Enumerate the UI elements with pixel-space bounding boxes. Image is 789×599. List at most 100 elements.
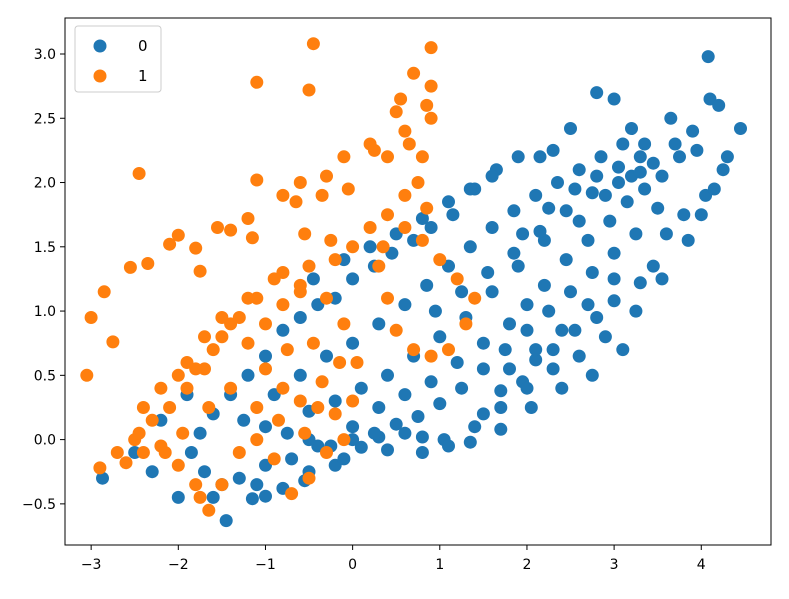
axes: −3 −2 −1 0 1 2 3 4 −0.5 0.0 0.5 1.0 1.5 2.0 2.5 3.0 xyxy=(22,47,706,573)
point-series-1-39 xyxy=(215,330,229,344)
x-tick-label: −1 xyxy=(255,557,276,573)
point-series-0-135 xyxy=(572,349,586,363)
point-series-0-26 xyxy=(734,122,747,135)
point-series-0-83 xyxy=(564,285,577,299)
point-series-1-99 xyxy=(420,201,434,215)
point-series-0-100 xyxy=(293,368,307,382)
point-series-0-136 xyxy=(546,362,560,376)
point-series-0-166 xyxy=(555,381,569,395)
point-series-0-57 xyxy=(198,465,211,479)
point-series-0-19 xyxy=(607,294,621,308)
point-series-1-46 xyxy=(93,461,107,475)
point-series-1-63 xyxy=(337,317,351,331)
point-series-1-115 xyxy=(272,413,285,427)
point-series-1-93 xyxy=(450,272,464,286)
point-series-0-129 xyxy=(646,156,660,170)
point-series-0-81 xyxy=(607,246,621,260)
point-series-1-109 xyxy=(289,195,303,209)
point-series-1-9 xyxy=(189,241,203,255)
point-series-0-173 xyxy=(590,169,604,183)
point-series-1-32 xyxy=(363,221,377,234)
point-series-1-58 xyxy=(302,471,316,485)
point-series-0-162 xyxy=(707,182,721,196)
point-series-1-17 xyxy=(306,37,320,51)
x-tick-label: 1 xyxy=(435,557,444,573)
y-tick-label: 1.5 xyxy=(34,240,56,256)
point-series-0-34 xyxy=(590,86,604,100)
point-series-1-21 xyxy=(320,169,333,183)
point-series-1-113 xyxy=(224,381,238,395)
point-series-0-130 xyxy=(668,137,682,151)
point-series-1-26 xyxy=(407,66,421,80)
point-series-0-184 xyxy=(507,246,521,260)
point-series-0-174 xyxy=(612,160,625,174)
point-series-0-101 xyxy=(320,349,333,363)
point-series-0-108 xyxy=(485,221,499,234)
point-series-0-25 xyxy=(716,163,730,177)
point-series-0-109 xyxy=(507,204,521,218)
x-tick-label: −3 xyxy=(81,557,102,573)
point-series-0-46 xyxy=(346,272,360,286)
point-series-0-105 xyxy=(420,278,434,292)
point-series-1-22 xyxy=(337,150,351,164)
point-series-0-114 xyxy=(616,137,630,151)
point-series-1-57 xyxy=(285,487,299,501)
point-series-0-79 xyxy=(651,201,665,215)
point-series-1-98 xyxy=(372,259,386,273)
point-series-0-7 xyxy=(354,440,368,454)
y-tick-label: 2.5 xyxy=(34,111,56,127)
point-series-0-90 xyxy=(411,410,425,423)
point-series-0-118 xyxy=(485,285,499,299)
point-series-0-171 xyxy=(542,201,556,215)
point-series-0-88 xyxy=(455,381,469,395)
point-series-1-105 xyxy=(381,150,394,164)
point-series-1-82 xyxy=(328,407,342,421)
x-tick-label: 0 xyxy=(348,557,357,573)
point-series-0-31 xyxy=(664,111,678,125)
point-series-0-124 xyxy=(328,394,342,408)
point-series-0-115 xyxy=(638,137,652,151)
point-series-1-64 xyxy=(320,291,333,305)
point-series-1-103 xyxy=(424,79,438,93)
point-series-1-120 xyxy=(193,490,207,504)
point-series-0-187 xyxy=(585,186,599,200)
point-series-0-170 xyxy=(516,227,530,241)
point-series-1-124 xyxy=(280,343,294,357)
point-series-1-95 xyxy=(415,233,429,247)
point-series-0-137 xyxy=(520,381,534,395)
point-series-0-189 xyxy=(633,165,647,179)
point-series-0-89 xyxy=(433,397,447,411)
point-series-1-48 xyxy=(136,446,150,459)
point-series-1-78 xyxy=(259,362,272,376)
point-series-0-180 xyxy=(503,362,516,376)
point-series-0-59 xyxy=(232,471,246,485)
point-series-0-78 xyxy=(673,150,686,164)
point-series-0-165 xyxy=(585,368,599,382)
point-series-0-112 xyxy=(572,163,586,177)
point-series-1-62 xyxy=(350,356,364,369)
point-series-1-35 xyxy=(302,259,316,273)
point-series-0-117 xyxy=(511,259,525,273)
point-series-0-177 xyxy=(581,298,595,312)
point-series-0-68 xyxy=(476,336,490,350)
point-series-1-121 xyxy=(315,375,329,389)
point-series-0-158 xyxy=(463,182,477,196)
point-series-0-36 xyxy=(546,143,560,157)
point-series-0-56 xyxy=(184,446,198,459)
point-series-0-102 xyxy=(346,336,360,350)
point-series-0-87 xyxy=(476,362,490,376)
point-series-0-27 xyxy=(701,50,715,64)
point-series-1-118 xyxy=(158,446,172,459)
point-series-1-102 xyxy=(420,98,434,112)
point-series-0-77 xyxy=(655,169,669,183)
point-series-1-87 xyxy=(389,323,403,337)
point-series-1-3 xyxy=(106,335,120,349)
point-series-0-3 xyxy=(259,489,272,503)
point-series-1-123 xyxy=(306,336,320,350)
point-series-0-32 xyxy=(625,122,638,135)
point-series-0-74 xyxy=(603,214,617,228)
point-series-1-13 xyxy=(241,212,255,225)
point-series-0-51 xyxy=(259,349,272,363)
point-series-1-101 xyxy=(402,137,416,151)
plot-frame xyxy=(64,17,772,546)
